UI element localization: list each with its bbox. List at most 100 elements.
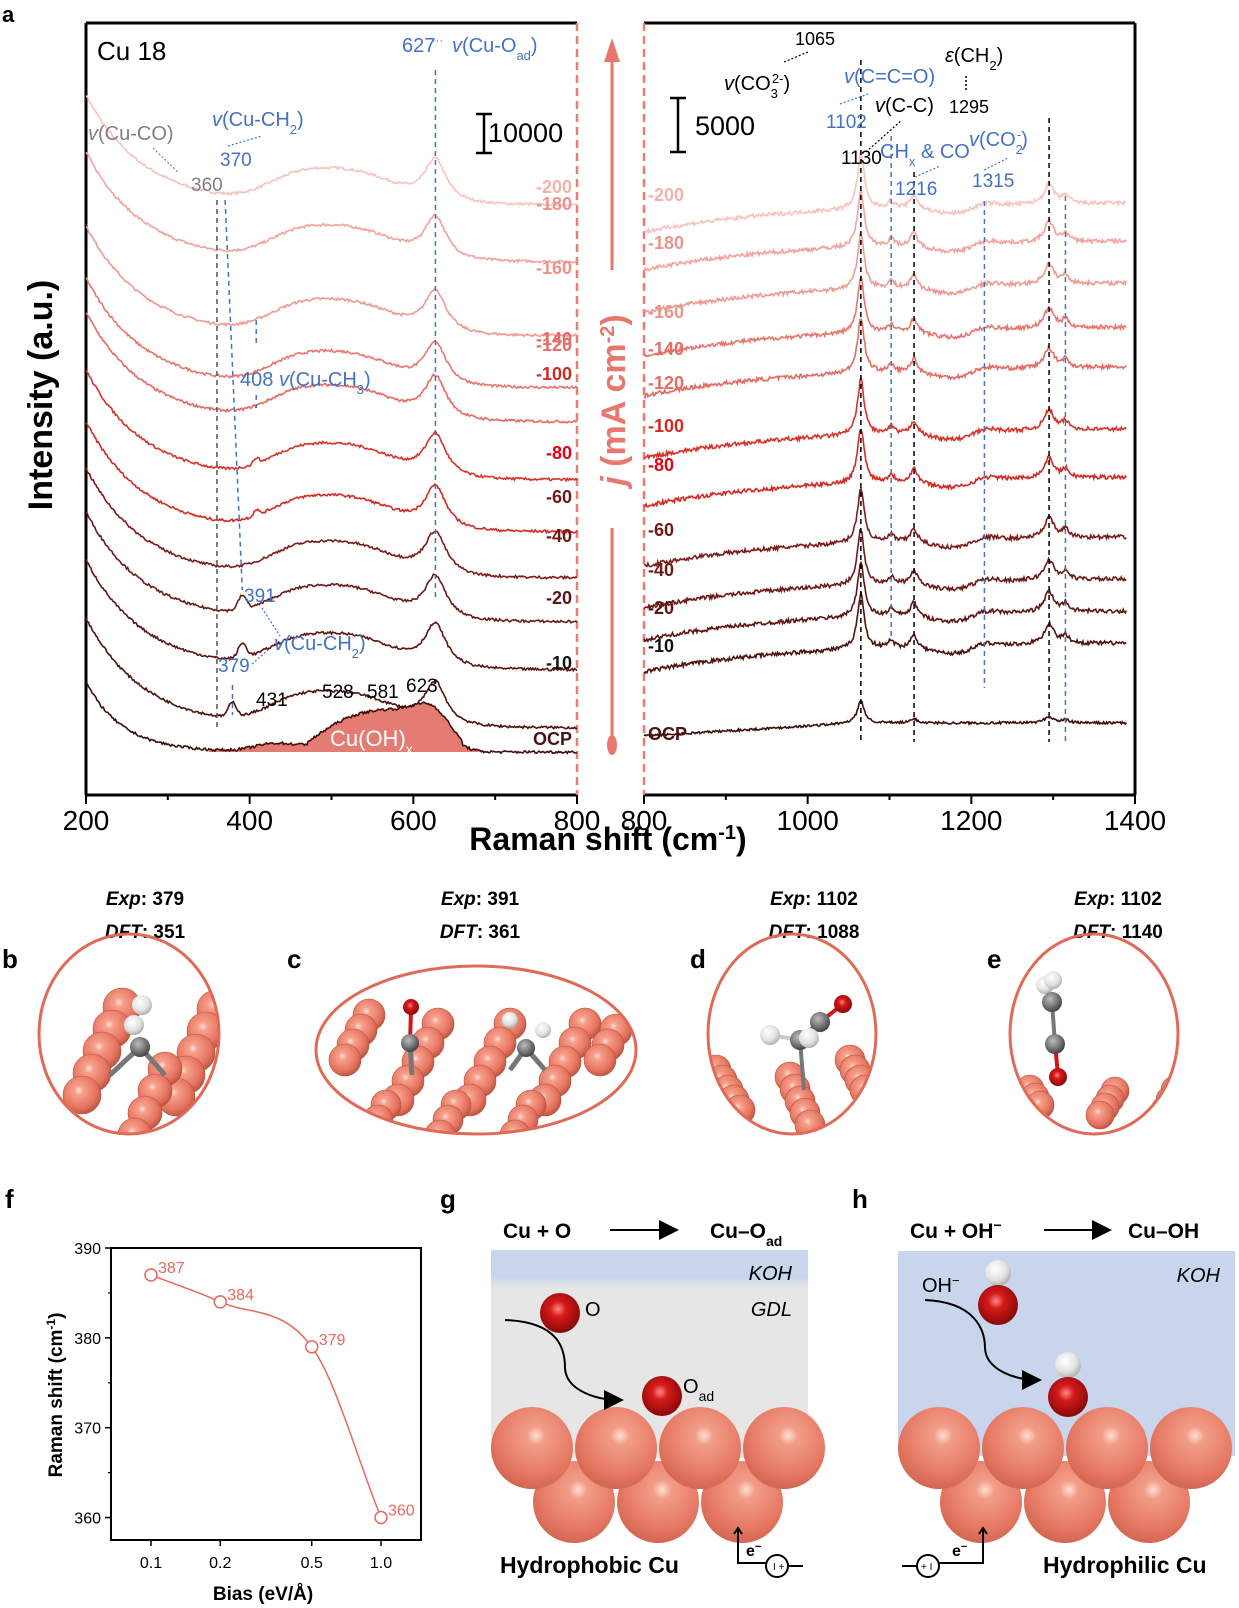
copper-atom xyxy=(743,1407,825,1489)
hydrogen-atom xyxy=(132,995,152,1015)
spectrum-line-right xyxy=(643,591,1127,675)
annotation-cu-co: v(Cu-CO) xyxy=(88,123,174,145)
panel-label-b: b xyxy=(2,944,18,974)
model-exp-value-d: Exp: 1102 xyxy=(770,889,858,910)
cu-oh-x-fill xyxy=(208,702,577,754)
ocp-peak-581: 581 xyxy=(367,682,399,703)
copper-atom xyxy=(583,1043,617,1077)
plot-title: Cu 18 xyxy=(97,36,166,66)
copper-atom xyxy=(354,1119,386,1134)
spectrum-line-right xyxy=(643,189,1127,272)
svg-text:10000: 10000 xyxy=(488,118,563,148)
copper-atom xyxy=(575,1407,657,1489)
copper-atom xyxy=(499,1119,531,1134)
svg-text:5000: 5000 xyxy=(695,111,755,141)
f-x-tick-label: 0.5 xyxy=(301,1555,323,1572)
spectrum-line-left xyxy=(85,682,578,755)
current-density-axis: j (mA cm-2) xyxy=(595,38,633,755)
annotation-360: 360 xyxy=(191,175,223,196)
spectrum-line-right xyxy=(643,428,1127,509)
right-spectra xyxy=(643,152,1127,738)
series-label-left: OCP xyxy=(533,729,572,749)
model-dft-value-d: DFT: 1088 xyxy=(769,922,860,943)
f-y-tick-label: 360 xyxy=(74,1511,101,1528)
series-label-left: -40 xyxy=(546,526,572,546)
series-label-left: -100 xyxy=(536,364,572,384)
ocp-peak-431: 431 xyxy=(256,690,288,711)
x-tick-label: 200 xyxy=(63,805,110,836)
copper-atom xyxy=(1066,1407,1148,1489)
hydrogen-atom xyxy=(124,1015,144,1035)
panel-label-h: h xyxy=(852,1184,868,1214)
hydrogen-atom xyxy=(799,1028,819,1048)
series-label-left: -140 xyxy=(536,329,572,349)
spectrum-line-left xyxy=(85,370,578,483)
copper-atom xyxy=(794,1109,826,1134)
f-data-label: 360 xyxy=(388,1503,415,1520)
carbon-atom xyxy=(1045,1034,1065,1054)
series-label-right: -160 xyxy=(648,302,684,322)
panel-label-a: a xyxy=(2,2,15,27)
f-x-tick-label: 0.2 xyxy=(209,1555,231,1572)
right-annotations: 1065 v(CO32-) v(C=C=O) 1102 v(C-C) 1130 … xyxy=(724,29,1028,200)
hydrogen-atom xyxy=(985,1260,1011,1286)
right-series-labels: -200 -180 -160 -140 -120 -100 -80 -60 -40 -20 -10 O… xyxy=(648,185,687,744)
model-dft-value-e: DFT: 1140 xyxy=(1073,922,1163,943)
cu-oh-x-label: Cu(OH)x xyxy=(330,726,413,757)
spectrum-line-right xyxy=(643,274,1127,358)
copper-atom xyxy=(898,1407,980,1489)
o-label: O xyxy=(585,1299,601,1321)
annotation-co2: v(CO2-) xyxy=(969,127,1028,157)
spectrum-line-left xyxy=(85,277,578,390)
copper-atom xyxy=(659,1407,741,1489)
y-axis-label: Intensity (a.u.) xyxy=(22,280,60,510)
f-data-point xyxy=(213,1295,227,1309)
series-label-right: -120 xyxy=(648,373,684,393)
scale-bar-right: 5000 xyxy=(670,96,755,154)
f-data-label: 387 xyxy=(158,1260,185,1277)
oxygen-atom xyxy=(403,999,419,1015)
panel-a: a Intensity (a.u.) 200 400 600 800 800 1000 1… xyxy=(2,2,1166,857)
spectrum-line-left xyxy=(85,558,578,673)
f-y-axis-label: Raman shift (cm-1) xyxy=(44,1313,67,1478)
model-d-frame xyxy=(706,932,878,1136)
model-c-frame xyxy=(314,964,638,1136)
annotation-1130: 1130 xyxy=(841,148,882,169)
h-reaction-left: Cu + OH− xyxy=(910,1217,1002,1243)
annotation-1315: 1315 xyxy=(972,171,1014,192)
model-d-ch2co xyxy=(708,995,876,1134)
x-tick-label: 600 xyxy=(390,805,437,836)
series-label-right: -200 xyxy=(648,185,684,205)
x-tick-label: 1000 xyxy=(777,805,839,836)
ocp-peak-528: 528 xyxy=(322,682,354,703)
f-y-tick-label: 390 xyxy=(74,1241,101,1258)
g-reaction-right: Cu–Oad xyxy=(710,1220,782,1249)
f-x-tick-label: 1.0 xyxy=(370,1555,392,1572)
spectrum-line-left xyxy=(86,95,578,207)
series-label-right: -60 xyxy=(648,520,674,540)
annotation-cu-ch2-top: v(Cu-CH2) xyxy=(212,109,304,137)
f-data-point xyxy=(374,1510,388,1525)
oxygen-atom xyxy=(540,1293,580,1333)
svg-text:···: ··· xyxy=(432,35,443,47)
electron-label: e− xyxy=(746,1541,761,1560)
hydrogen-atom xyxy=(1055,1352,1081,1378)
series-label-left: -10 xyxy=(546,653,572,673)
hydrogen-atom xyxy=(535,1022,551,1038)
series-label-left: -80 xyxy=(546,443,572,463)
left-annotations: 627 ··· v(Cu-Oad) v(Cu-CO) 360 v(Cu-CH2)… xyxy=(88,35,538,757)
guide-370-391 xyxy=(224,199,244,591)
annotation-cu-ch2-bottom: v(Cu-CH2) xyxy=(274,633,366,661)
svg-text:I +: I + xyxy=(773,1562,785,1573)
ocp-peak-623: 623 xyxy=(406,676,438,697)
series-label-right: -100 xyxy=(648,416,684,436)
annotation-co3: v(CO32-) xyxy=(724,71,790,101)
copper-atom xyxy=(1155,1085,1178,1115)
spectrum-line-left xyxy=(85,226,578,339)
spectrum-line-right xyxy=(643,560,1127,643)
annotation-cc: v(C-C) xyxy=(875,95,934,117)
x-tick-label: 800 xyxy=(554,805,601,836)
model-e-frame xyxy=(1008,932,1180,1136)
f-plot-frame xyxy=(110,1247,422,1541)
